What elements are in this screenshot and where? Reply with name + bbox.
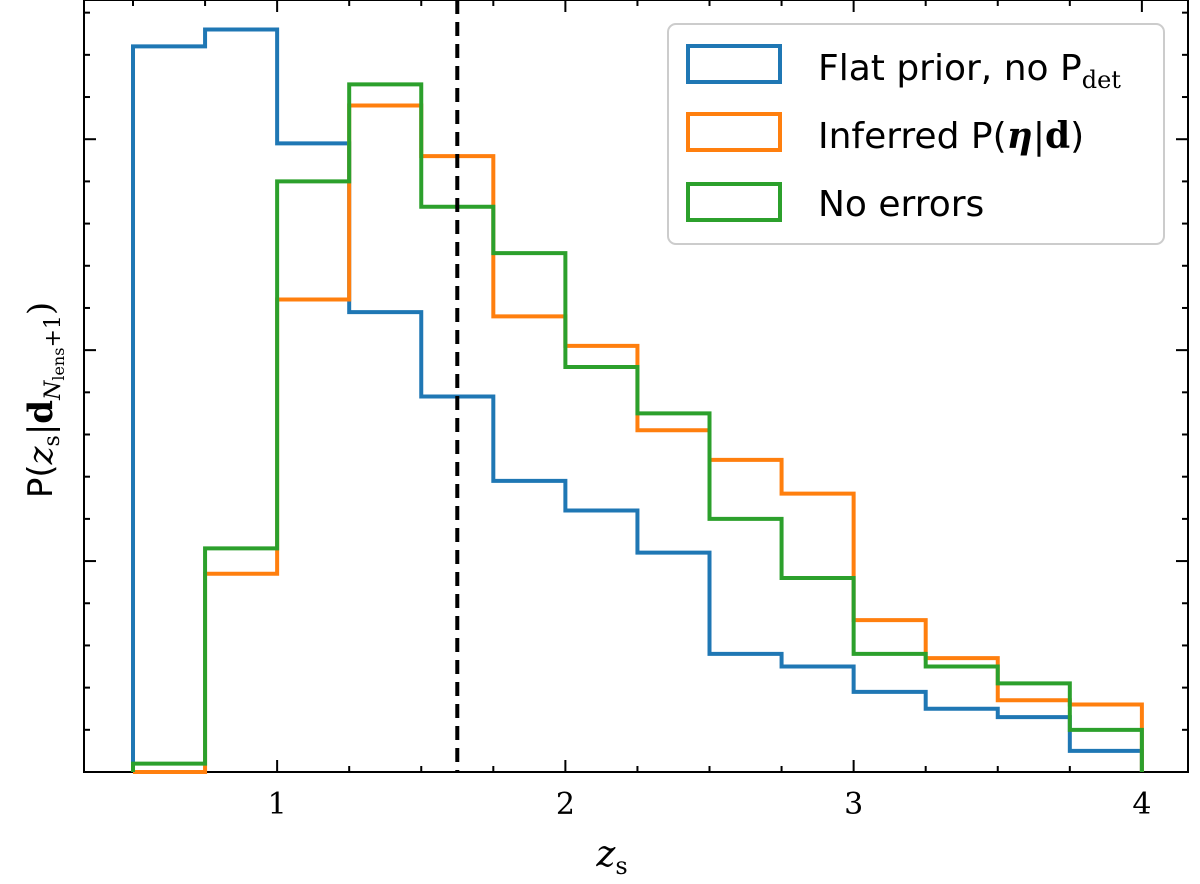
y-axis-label-dsub: N: [41, 380, 66, 401]
series-layer: [131, 27, 1144, 774]
y-axis-label-d: d: [21, 400, 61, 424]
legend-label-flat-prior-main: Flat prior, no P: [818, 48, 1082, 89]
legend-box: [667, 23, 1165, 245]
y-axis-label-zsub: s: [40, 435, 65, 446]
legend-label-flat-prior: Flat prior, no Pdet: [818, 48, 1121, 94]
legend-label-inferred-main: Inferred P(: [818, 116, 1007, 157]
series-flat-prior-step-line: [131, 27, 1144, 772]
series-no-errors-step-line: [131, 82, 1144, 772]
x-axis-label-main: z: [595, 834, 616, 875]
legend-label-no-errors: No errors: [818, 184, 984, 225]
legend-label-inferred-eta: η: [1007, 115, 1033, 157]
x-tick-label: 3: [844, 787, 863, 822]
axis-ticks: 1 2 3 4: [84, 0, 1188, 822]
x-axis-label: zs: [595, 834, 627, 880]
y-axis-label-end: ): [21, 302, 61, 315]
legend-label-inferred-end: ): [1070, 116, 1084, 157]
x-tick-label: 4: [1132, 787, 1151, 822]
x-tick-label: 1: [268, 787, 287, 822]
legend-label-inferred-d: d: [1045, 115, 1070, 157]
y-axis-label-p: P(: [21, 464, 61, 498]
legend-label-inferred: Inferred P(η|d): [818, 115, 1084, 157]
legend-swatch-flat-prior: [686, 44, 782, 84]
y-axis-label-dsubsub: lens: [49, 348, 68, 381]
y-axis-label-plus: +1: [41, 315, 66, 347]
x-tick-label: 2: [556, 787, 575, 822]
legend-label-flat-prior-sub: det: [1082, 66, 1122, 94]
y-axis-label-bar: |: [21, 424, 61, 435]
x-axis-label-sub: s: [615, 852, 627, 880]
legend-label-inferred-bar: |: [1033, 116, 1045, 157]
legend-swatch-inferred: [686, 112, 782, 152]
y-axis-label-z: z: [21, 445, 61, 465]
legend: Flat prior, no Pdet Inferred P(η|d) No e…: [667, 23, 1165, 245]
y-axis-label: P(zs|dNlens+1): [21, 302, 68, 498]
legend-swatch-no-errors: [686, 182, 782, 222]
